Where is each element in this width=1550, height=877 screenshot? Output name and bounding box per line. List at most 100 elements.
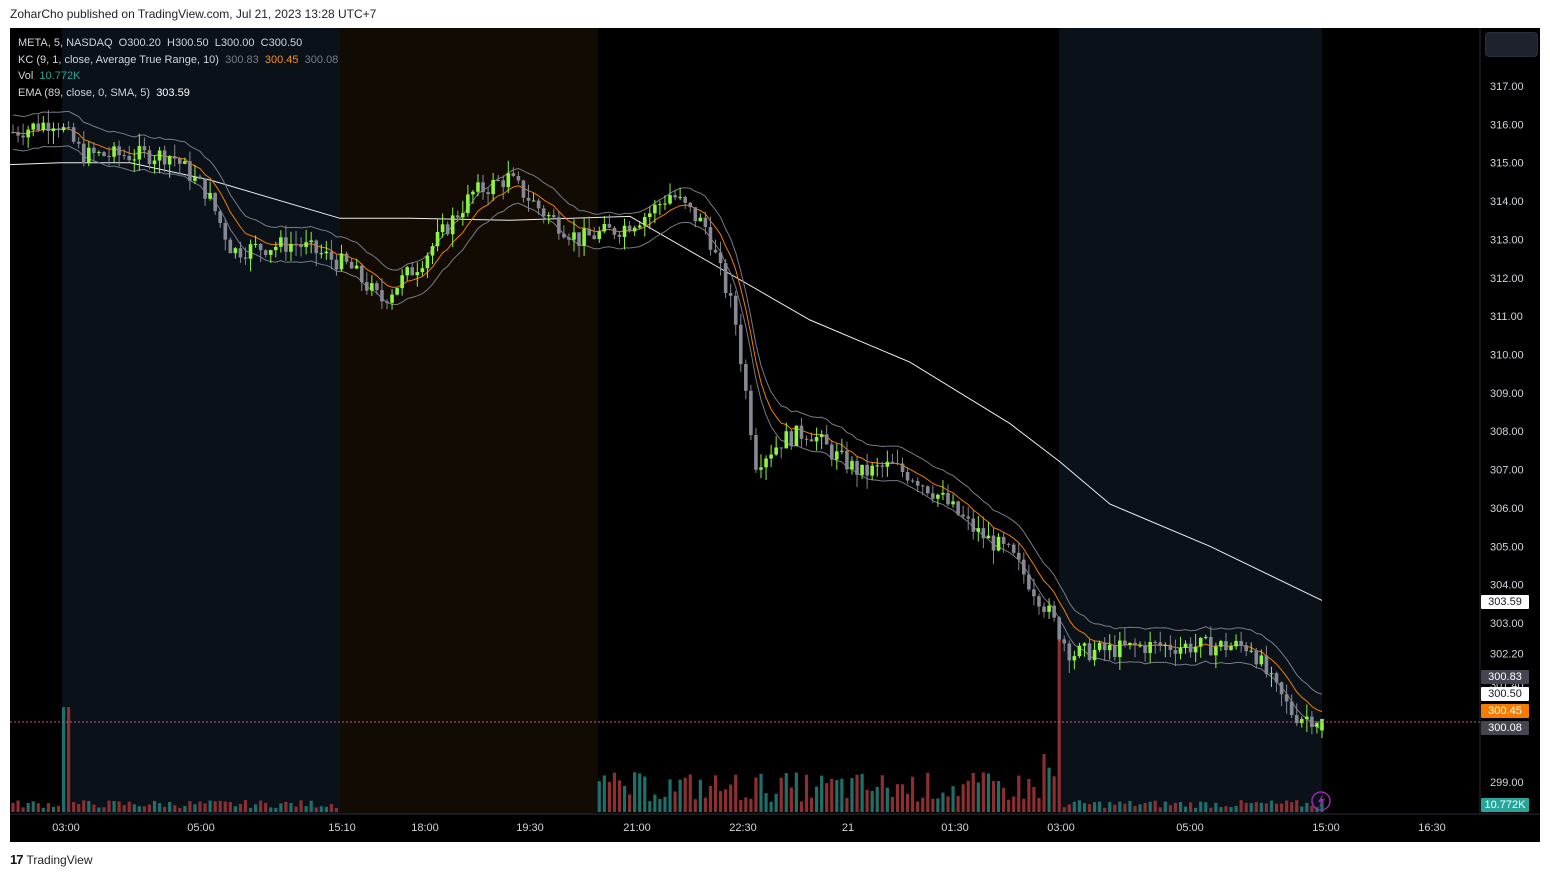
candle (592, 227, 597, 240)
candle (309, 231, 313, 254)
volume-bar (61, 707, 66, 812)
candle (81, 131, 86, 167)
volume-bar (1012, 796, 1016, 812)
legend-ema-label[interactable]: EMA (89, close, 0, SMA, 5) (18, 86, 151, 99)
volume-bar (11, 802, 15, 812)
candle (885, 450, 890, 477)
volume-bar (840, 778, 844, 812)
volume-bar (163, 806, 167, 812)
volume-bar (860, 773, 864, 812)
candle (11, 124, 15, 134)
price-tick-label: 306.00 (1490, 503, 1524, 515)
last-price-tag: 300.50 (1481, 687, 1529, 701)
volume-bar (769, 801, 773, 812)
candle (718, 241, 723, 276)
candle (117, 140, 121, 167)
candle (1259, 649, 1264, 667)
volume-bar (875, 786, 879, 812)
candle (1032, 578, 1036, 606)
candle (1168, 635, 1173, 658)
volume-bar (188, 801, 192, 812)
candle (263, 249, 268, 258)
legend-kc-label[interactable]: KC (9, 1, close, Average True Range, 10) (18, 53, 219, 66)
scale-settings-button[interactable] (1485, 32, 1538, 57)
candle (87, 141, 91, 167)
candle (1299, 716, 1304, 728)
candle (258, 242, 263, 263)
candle (648, 206, 652, 229)
volume-bar (1118, 801, 1122, 812)
candle (673, 189, 677, 201)
volume-bar (895, 784, 900, 812)
candle (986, 522, 991, 539)
candle (1123, 628, 1127, 648)
candle (471, 189, 475, 204)
candle (572, 219, 576, 252)
volume-bar (1310, 805, 1314, 812)
candle (541, 205, 546, 224)
volume-bar (653, 794, 657, 812)
volume-bar (1274, 803, 1279, 812)
candle (738, 314, 743, 372)
price-chart[interactable]: 317.00 316.00 315.00 314.00 313.00 312.00 311.… (10, 28, 1540, 842)
time-tick-label: 19:30 (516, 822, 544, 834)
candle (112, 141, 116, 163)
volume-bar (956, 795, 960, 812)
candle (132, 149, 137, 172)
price-tick-label: 315.00 (1490, 158, 1524, 170)
candle (304, 229, 308, 255)
candle (162, 145, 167, 173)
candle (1264, 645, 1269, 678)
candle (334, 254, 339, 276)
volume-bar (643, 776, 647, 812)
session-band-0 (62, 28, 340, 814)
volume-bar (1143, 802, 1147, 812)
volume-bar (21, 807, 25, 812)
candle (754, 428, 758, 473)
volume-bar (1148, 801, 1152, 812)
candle (577, 232, 581, 258)
candle (991, 527, 996, 564)
volume-bar (1290, 802, 1294, 812)
volume-bar (931, 798, 935, 812)
candle (21, 123, 25, 146)
candle (410, 261, 415, 276)
volume-bar (1279, 803, 1284, 812)
candle (1305, 704, 1309, 733)
lightning-icon[interactable] (1311, 791, 1331, 811)
volume-bar (1022, 798, 1026, 812)
legend-vol-label[interactable]: Vol (18, 70, 34, 82)
candle (1097, 640, 1102, 653)
candle (1188, 637, 1193, 658)
candle (279, 230, 283, 253)
candle (663, 195, 667, 210)
volume-bar (284, 801, 288, 812)
candle (835, 443, 839, 470)
volume-bar (774, 793, 778, 812)
candle (870, 462, 874, 481)
volume-bar (1264, 803, 1269, 812)
volume-bar (259, 800, 263, 812)
candle (617, 231, 622, 244)
candle (961, 505, 965, 520)
volume-bar (926, 772, 930, 812)
candle (1249, 642, 1254, 654)
volume-bar (1168, 805, 1172, 812)
candle (653, 199, 657, 224)
price-tick-label: 304.00 (1490, 580, 1524, 592)
volume-bar (223, 801, 227, 812)
legend-symbol[interactable]: META, 5, NASDAQ (18, 37, 113, 49)
candle (1153, 640, 1158, 654)
candle (177, 156, 182, 175)
candle (420, 260, 425, 276)
time-tick-label: 16:30 (1418, 822, 1446, 834)
candle (289, 231, 293, 261)
volume-bar (1067, 804, 1071, 812)
candle (71, 122, 76, 144)
candle (41, 116, 46, 133)
footer-brand: TradingView (26, 852, 93, 867)
candle (1163, 642, 1168, 658)
candle (622, 218, 627, 250)
price-tick-label: 316.00 (1490, 119, 1524, 131)
volume-bar (981, 772, 985, 812)
